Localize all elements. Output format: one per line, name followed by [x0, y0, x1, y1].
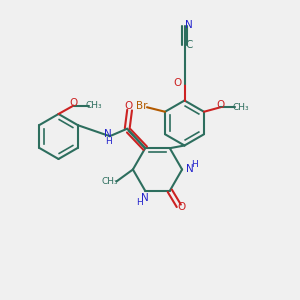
Text: H: H [191, 160, 198, 169]
Text: H: H [105, 137, 112, 146]
Text: Br: Br [136, 101, 147, 111]
Text: O: O [124, 101, 132, 112]
Text: CH₃: CH₃ [232, 103, 249, 112]
Text: CH₃: CH₃ [101, 177, 118, 186]
Text: N: N [141, 193, 149, 203]
Text: O: O [69, 98, 78, 108]
Text: CH₃: CH₃ [85, 101, 102, 110]
Text: N: N [186, 164, 194, 175]
Text: N: N [185, 20, 193, 31]
Text: N: N [104, 129, 112, 140]
Text: O: O [216, 100, 225, 110]
Text: H: H [136, 198, 142, 207]
Text: C: C [186, 40, 193, 50]
Text: O: O [177, 202, 185, 212]
Text: O: O [174, 77, 182, 88]
